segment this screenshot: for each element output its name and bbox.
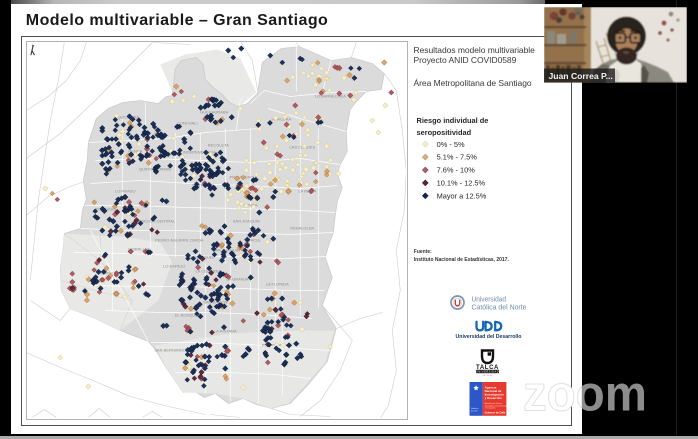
- svg-text:LA REINA: LA REINA: [298, 188, 316, 193]
- svg-text:Nacional de: Nacional de: [485, 389, 502, 393]
- svg-text:e Innovación: e Innovación: [485, 408, 496, 410]
- svg-text:Ministerio de Ciencia,: Ministerio de Ciencia,: [485, 402, 504, 405]
- svg-text:PUDAHUEL: PUDAHUEL: [95, 206, 117, 211]
- svg-text:Tecnología, Conocimiento: Tecnología, Conocimiento: [485, 404, 507, 407]
- svg-text:SAN JOAQUIN: SAN JOAQUIN: [232, 218, 259, 223]
- svg-text:INDEPENDENCIA: INDEPENDENCIA: [183, 149, 216, 154]
- svg-text:10.1% - 12.5%: 10.1% - 12.5%: [437, 179, 486, 188]
- svg-text:CONCHALI: CONCHALI: [177, 120, 198, 125]
- svg-text:SAN BERNARDO: SAN BERNARDO: [154, 347, 186, 352]
- svg-text:y Desarrollo: y Desarrollo: [485, 396, 503, 400]
- svg-text:Juan Correa P...: Juan Correa P...: [549, 71, 613, 81]
- svg-text:Agencia: Agencia: [485, 386, 497, 390]
- svg-text:LA GRANJA: LA GRANJA: [226, 276, 248, 281]
- svg-text:zoom: zoom: [523, 372, 647, 422]
- svg-text:TALCA: TALCA: [476, 365, 499, 371]
- svg-text:PENALOLEN: PENALOLEN: [290, 225, 314, 230]
- svg-text:LA FLORIDA: LA FLORIDA: [265, 281, 288, 286]
- svg-text:LO ESPEJO: LO ESPEJO: [163, 263, 185, 268]
- svg-text:MAIPU: MAIPU: [100, 270, 113, 275]
- svg-text:0% - 5%: 0% - 5%: [437, 140, 465, 149]
- svg-text:DE CHILE: DE CHILE: [482, 375, 493, 377]
- svg-text:MACUL: MACUL: [247, 237, 262, 242]
- svg-text:SAN JOAQUIN: SAN JOAQUIN: [212, 247, 239, 252]
- svg-text:5.1% - 7.5%: 5.1% - 7.5%: [437, 153, 478, 162]
- svg-text:Investigación: Investigación: [485, 392, 504, 396]
- svg-text:UNIVERSIDAD: UNIVERSIDAD: [476, 370, 499, 374]
- svg-text:zoom: zoom: [523, 372, 647, 422]
- svg-text:CERRILLOS: CERRILLOS: [128, 246, 151, 251]
- svg-text:LA CISTERNA: LA CISTERNA: [195, 268, 221, 273]
- svg-text:VITACURA: VITACURA: [271, 116, 291, 121]
- svg-text:NUNOA: NUNOA: [243, 202, 258, 207]
- svg-text:ESTACION CENTRAL: ESTACION CENTRAL: [135, 218, 176, 223]
- svg-text:de Chile: de Chile: [471, 410, 478, 412]
- svg-text:Universidad del Desarrollo: Universidad del Desarrollo: [456, 334, 523, 340]
- svg-text:EL BOSQUE: EL BOSQUE: [175, 312, 198, 317]
- svg-text:RENCA: RENCA: [128, 148, 142, 153]
- svg-text:Universidad: Universidad: [472, 295, 507, 304]
- svg-text:LO PRADO: LO PRADO: [115, 188, 136, 193]
- svg-text:7.6% - 10%: 7.6% - 10%: [437, 166, 476, 175]
- svg-text:HUECHURABA: HUECHURABA: [200, 109, 228, 114]
- svg-text:LA PINTANA: LA PINTANA: [214, 328, 237, 333]
- svg-text:LAS CONDES: LAS CONDES: [289, 144, 315, 149]
- svg-text:PEDRO AGUIRRE CERDA: PEDRO AGUIRRE CERDA: [155, 237, 204, 242]
- svg-text:Gobierno: Gobierno: [471, 408, 478, 410]
- svg-text:Mayor a 12.5%: Mayor a 12.5%: [437, 191, 487, 200]
- svg-text:Católica del Norte: Católica del Norte: [472, 302, 527, 311]
- svg-text:RECOLETA: RECOLETA: [207, 142, 229, 147]
- svg-text:LO BARNECHEA: LO BARNECHEA: [314, 93, 346, 98]
- svg-text:Gobierno de Chile: Gobierno de Chile: [485, 412, 506, 415]
- svg-text:SAN RAMON: SAN RAMON: [203, 299, 227, 304]
